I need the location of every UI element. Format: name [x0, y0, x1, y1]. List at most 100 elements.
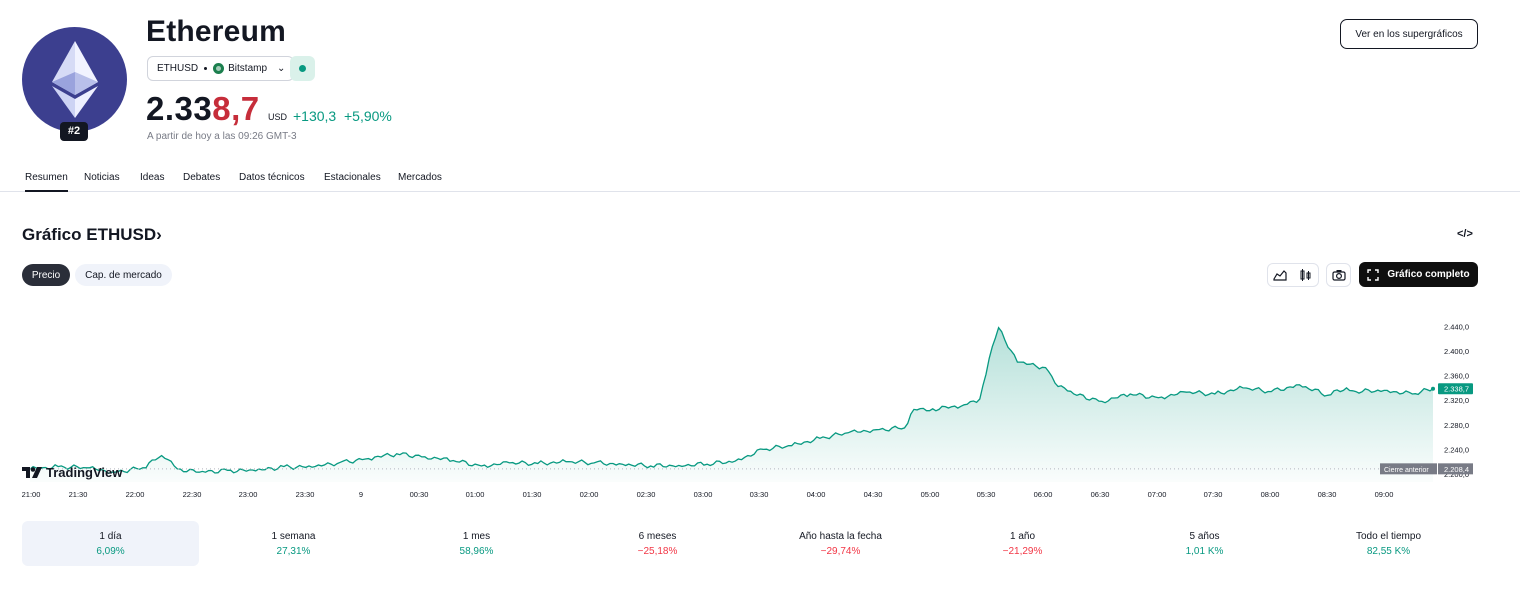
price-start: 2.33 — [146, 90, 213, 127]
x-tick-label: 22:30 — [183, 490, 202, 499]
area-chart-icon[interactable] — [1268, 263, 1292, 287]
tab-noticias[interactable]: Noticias — [84, 172, 120, 183]
chart-type-toggle — [1267, 263, 1319, 287]
tradingview-logo-icon — [22, 467, 42, 478]
period-label: 1 mes — [462, 531, 491, 542]
x-tick-label: 02:30 — [637, 490, 656, 499]
prev-close-value-badge — [1438, 463, 1473, 475]
period-value: 82,55 K% — [1366, 546, 1411, 557]
tab-resumen[interactable]: Resumen — [25, 172, 68, 192]
full-chart-button[interactable]: Gráfico completo — [1359, 262, 1478, 287]
period-label: 1 semana — [271, 531, 316, 542]
x-tick-label: 05:30 — [977, 490, 996, 499]
x-tick-label: 07:00 — [1148, 490, 1167, 499]
symbol-label: ETHUSD — [157, 63, 199, 74]
price-area-fill — [30, 327, 1433, 482]
x-tick-label: 21:30 — [69, 490, 88, 499]
chevron-right-icon: › — [156, 225, 162, 244]
x-tick-label: 23:00 — [239, 490, 258, 499]
x-tick-label: 05:00 — [921, 490, 940, 499]
tab-debates[interactable]: Debates — [183, 172, 221, 183]
x-tick-label: 21:00 — [22, 490, 41, 499]
x-tick-label: 22:00 — [126, 490, 145, 499]
x-tick-label: 07:30 — [1204, 490, 1223, 499]
x-tick-label: 04:00 — [807, 490, 826, 499]
period-value: 27,31% — [276, 546, 311, 557]
current-price: 2.338,7 — [146, 90, 260, 128]
price-chart[interactable]: 2.440,0 2.400,0 2.360,0 2.320,0 2.280,0 2.240… — [0, 296, 1520, 514]
supercharts-button[interactable]: Ver en los supergráficos — [1340, 19, 1478, 49]
chart-title: Gráfico ETHUSD — [22, 225, 157, 244]
period-label: 1 día — [99, 531, 122, 542]
x-tick-label: 08:00 — [1261, 490, 1280, 499]
period-value: 6,09% — [96, 546, 125, 557]
period-value: −25,18% — [637, 546, 678, 557]
period-4[interactable]: Año hasta la fecha −29,74% — [752, 521, 929, 566]
price-highlight: 8,7 — [212, 90, 260, 127]
tab-estacionales[interactable]: Estacionales — [324, 172, 381, 183]
prev-close-badge — [1380, 463, 1437, 475]
x-tick-label: 02:00 — [580, 490, 599, 499]
chart-title-link[interactable]: Gráfico ETHUSD› — [22, 225, 162, 245]
fullscreen-icon — [1367, 268, 1380, 281]
price-change: +130,3 +5,90% — [293, 108, 392, 124]
y-tick-label: 2.440,0 — [1444, 322, 1469, 331]
tab-datos-tecnicos[interactable]: Datos técnicos — [239, 172, 305, 183]
last-price-label: 2.338,7 — [1444, 385, 1469, 394]
period-label: Año hasta la fecha — [799, 531, 882, 542]
period-3[interactable]: 6 meses −25,18% — [569, 521, 746, 566]
candles-chart-icon[interactable] — [1293, 263, 1317, 287]
last-price-dot — [1431, 386, 1435, 391]
period-value: −21,29% — [1002, 546, 1043, 557]
y-tick-label: 2.200,0 — [1444, 470, 1469, 479]
market-status-indicator[interactable] — [290, 56, 315, 81]
x-tick-label: 00:30 — [410, 490, 429, 499]
x-tick-label: 06:00 — [1034, 490, 1053, 499]
tab-ideas[interactable]: Ideas — [140, 172, 165, 183]
y-tick-label: 2.360,0 — [1444, 372, 1469, 381]
period-value: 1,01 K% — [1185, 546, 1224, 557]
price-timestamp: A partir de hoy a las 09:26 GMT-3 — [147, 131, 297, 142]
separator-dot — [204, 67, 208, 70]
y-tick-label: 2.400,0 — [1444, 347, 1469, 356]
period-value: 58,96% — [459, 546, 494, 557]
embed-code-icon[interactable]: </> — [1457, 228, 1473, 240]
period-5[interactable]: 1 año −21,29% — [934, 521, 1111, 566]
camera-icon[interactable] — [1326, 263, 1351, 287]
page-title: Ethereum — [146, 15, 286, 48]
period-0[interactable]: 1 día 6,09% — [22, 521, 199, 566]
prev-close-label: Cierre anterior — [1384, 467, 1429, 474]
symbol-selector[interactable]: ETHUSD Bitstamp ⌄ — [147, 56, 295, 81]
x-tick-label: 03:30 — [750, 490, 769, 499]
prev-close-value: 2.208,4 — [1444, 465, 1469, 474]
y-tick-label: 2.280,0 — [1444, 421, 1469, 430]
last-price-badge — [1438, 383, 1473, 395]
x-tick-label: 01:00 — [466, 490, 485, 499]
status-dot-icon — [299, 65, 306, 72]
tradingview-label: TradingView — [46, 465, 123, 480]
period-6[interactable]: 5 años 1,01 K% — [1116, 521, 1293, 566]
full-chart-label: Gráfico completo — [1387, 269, 1470, 280]
x-tick-label: 08:30 — [1318, 490, 1337, 499]
x-tick-label: 01:30 — [523, 490, 542, 499]
period-2[interactable]: 1 mes 58,96% — [388, 521, 565, 566]
rank-badge: #2 — [60, 122, 88, 141]
period-7[interactable]: Todo el tiempo 82,55 K% — [1300, 521, 1477, 566]
chevron-down-icon: ⌄ — [277, 63, 286, 74]
tab-bar: Resumen Noticias Ideas Debates Datos téc… — [0, 163, 1520, 192]
exchange-label: Bitstamp — [228, 63, 268, 74]
price-currency: USD — [268, 112, 288, 122]
tab-mercados[interactable]: Mercados — [398, 172, 442, 183]
change-pct: +5,90% — [344, 108, 392, 124]
period-label: Todo el tiempo — [1355, 531, 1422, 542]
segment-cap-mercado[interactable]: Cap. de mercado — [75, 264, 172, 286]
x-tick-label: 04:30 — [864, 490, 883, 499]
change-abs: +130,3 — [293, 108, 337, 124]
period-1[interactable]: 1 semana 27,31% — [205, 521, 382, 566]
period-label: 5 años — [1189, 531, 1220, 542]
segment-precio[interactable]: Precio — [22, 264, 70, 286]
ethereum-logo — [22, 27, 127, 132]
period-value: −29,74% — [820, 546, 861, 557]
y-tick-label: 2.320,0 — [1444, 396, 1469, 405]
x-tick-label: 09:00 — [1375, 490, 1394, 499]
